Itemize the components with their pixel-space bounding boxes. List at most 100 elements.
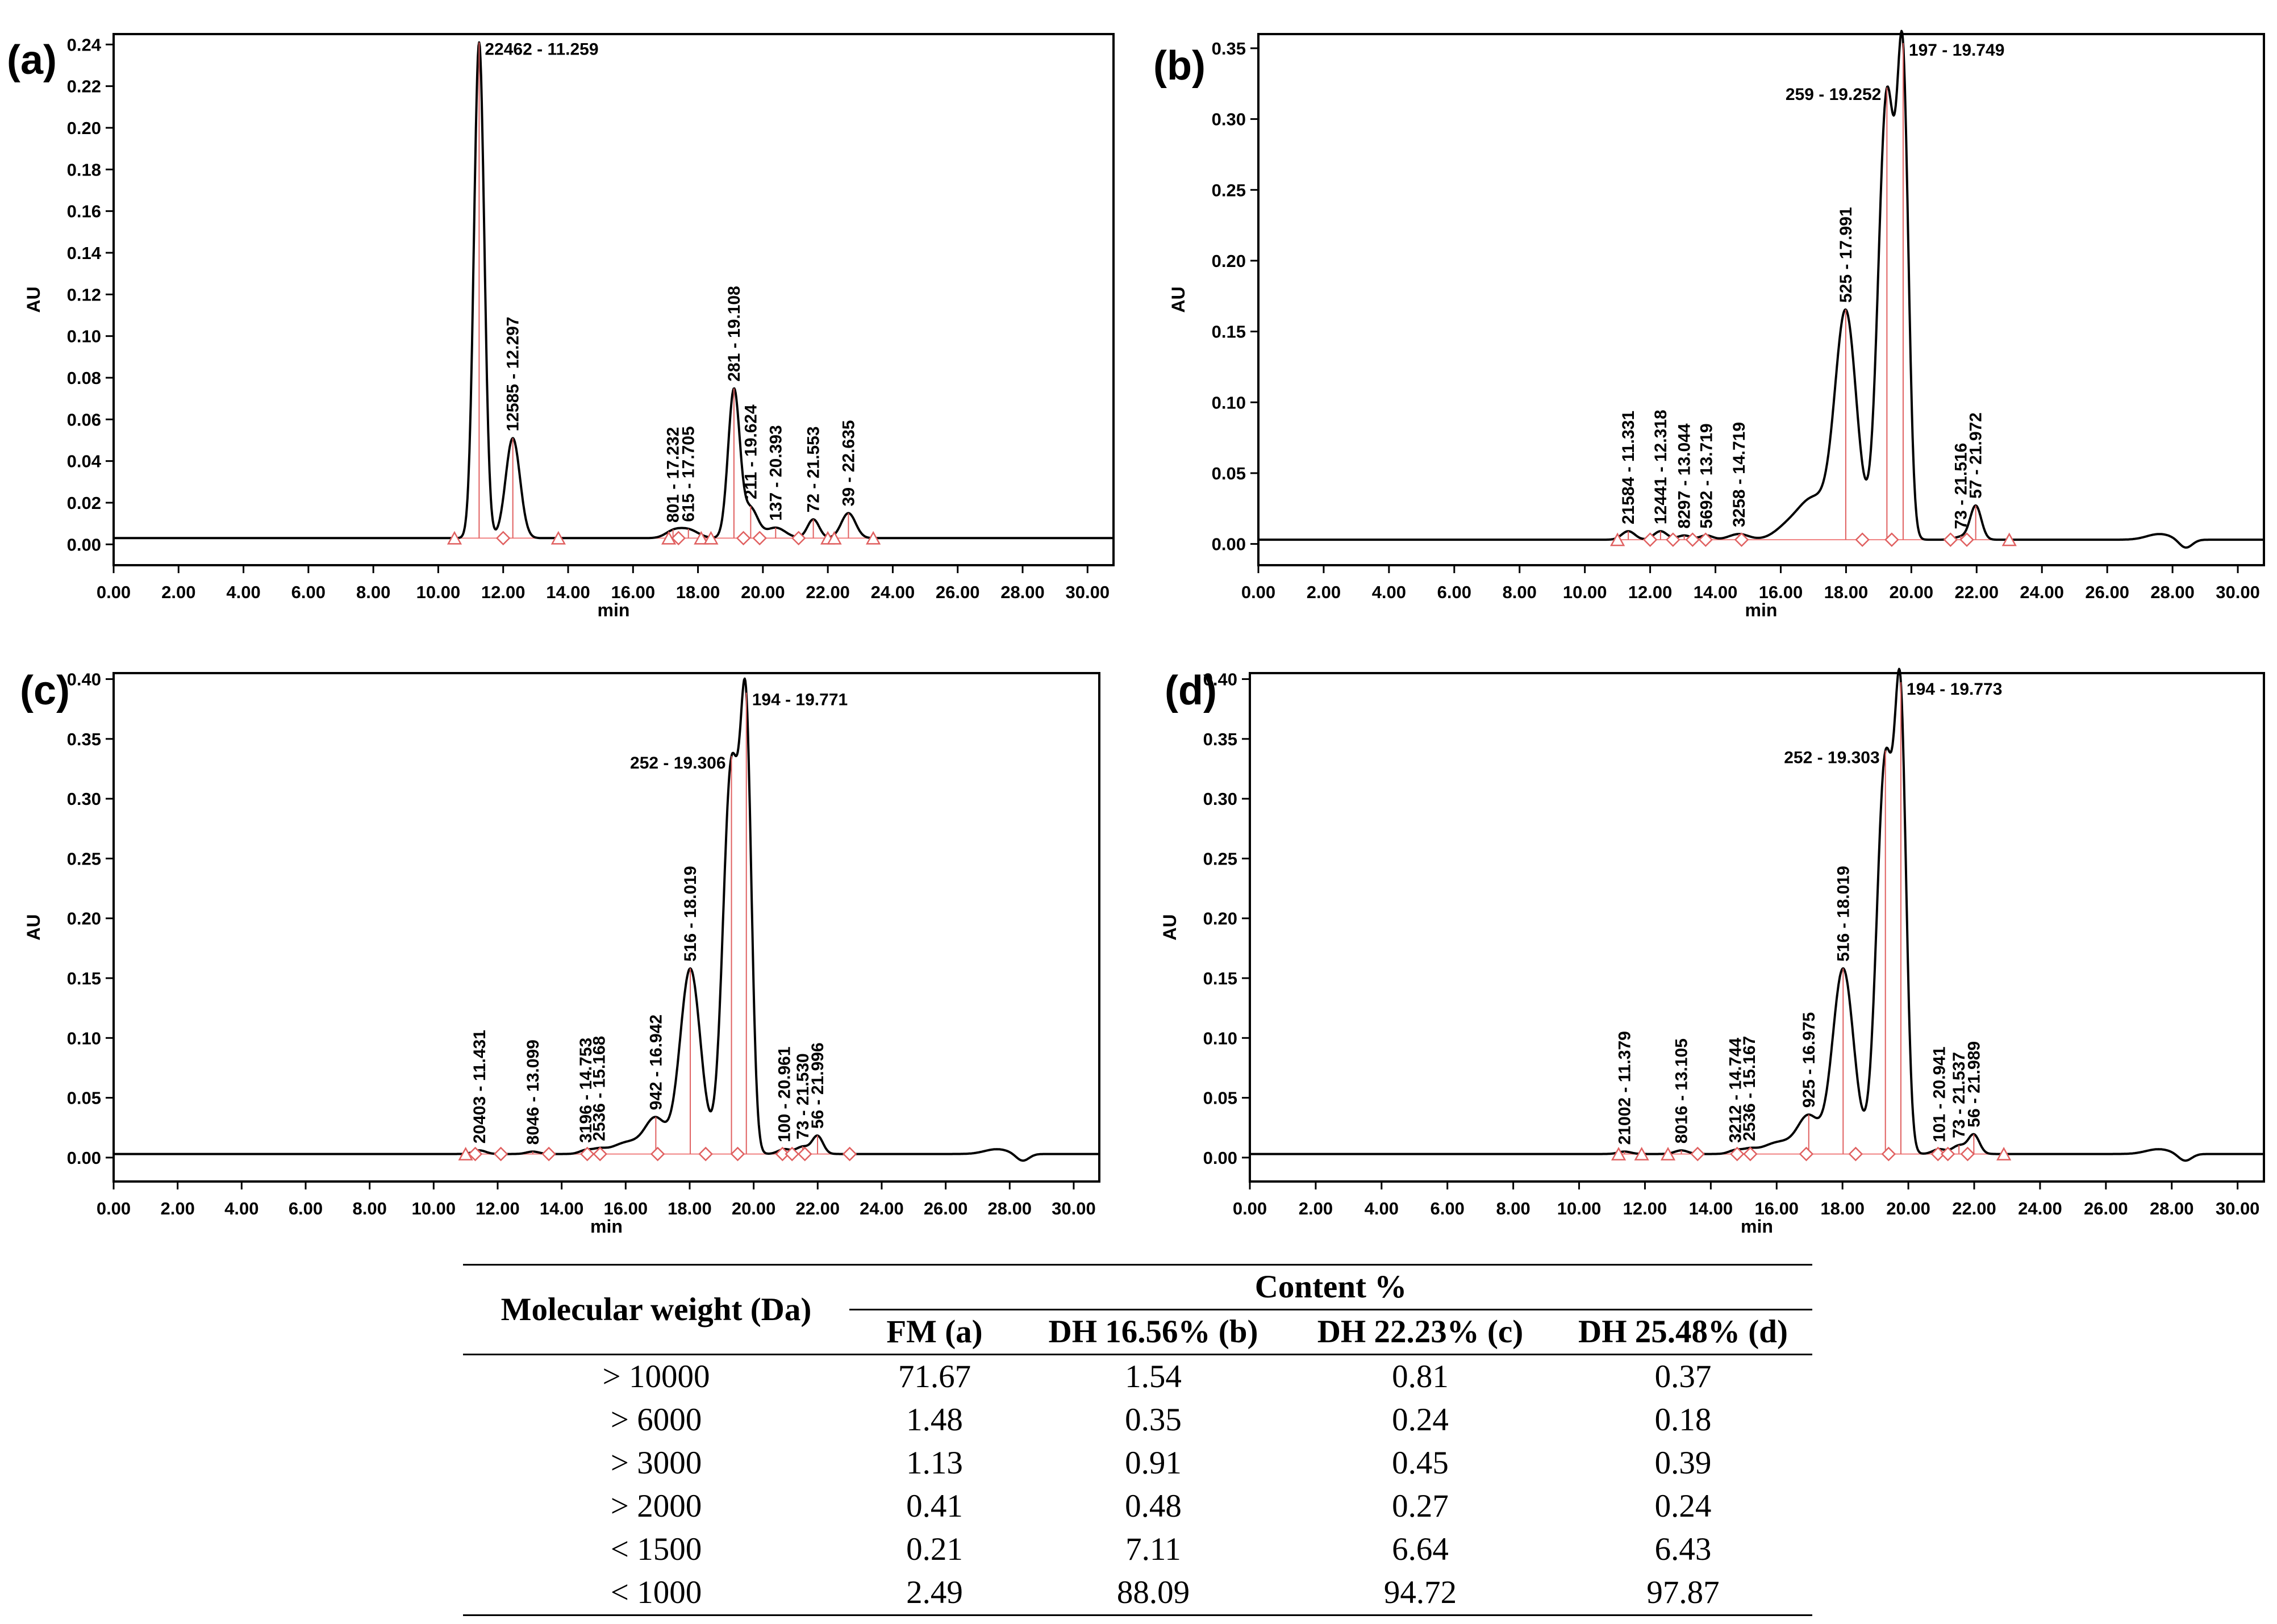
y-axis-label: AU [1168,286,1188,312]
x-tick-label: 22.00 [806,582,850,602]
x-tick-label: 0.00 [97,582,131,602]
valley-marker [1855,532,1870,547]
x-axis-label: min [1741,1216,1773,1237]
table-cell: 0.21 [906,1531,963,1567]
y-tick-label: 0.04 [67,452,102,471]
valley-marker [1943,532,1958,547]
table-cell: 0.39 [1654,1445,1712,1481]
x-tick-label: 20.00 [1890,582,1934,602]
peak-label: 22462 - 11.259 [485,40,598,59]
baseline-start-marker [827,531,842,545]
peak-label: 194 - 19.773 [1907,680,2002,699]
valley-marker [650,1146,665,1162]
table-cell: 0.24 [1654,1488,1712,1524]
y-tick-label: 0.15 [1212,322,1246,342]
plot-frame [1257,33,2265,566]
y-tick-label: 0.30 [1203,789,1237,809]
x-tick-label: 14.00 [1694,582,1738,602]
x-tick-label: 18.00 [676,582,720,602]
x-tick-label: 30.00 [2216,1199,2260,1218]
valley-marker [698,1146,713,1162]
x-tick-label: 10.00 [416,582,461,602]
table-row: > 6000 1.48 0.35 0.24 0.18 [463,1398,1812,1442]
peak-label: 73 - 21.537 [1950,1052,1969,1138]
x-tick-label: 14.00 [546,582,590,602]
x-tick-label: 12.00 [481,582,526,602]
y-tick-label: 0.20 [1212,251,1246,271]
table-cell: 1.13 [906,1445,963,1481]
column-header: DH 25.48% (d) [1578,1314,1788,1350]
peak-label: 252 - 19.306 [630,754,725,773]
y-tick-label: 0.10 [1203,1028,1237,1048]
x-tick-label: 26.00 [2084,1199,2128,1218]
x-tick-label: 16.00 [1759,582,1803,602]
y-tick-label: 0.30 [1212,110,1246,130]
chromatogram-panel: 0.00 2.00 4.00 6.00 8.00 10.00 12.00 14.00 16.00… [7,33,1115,620]
x-tick-label: 16.00 [1754,1199,1799,1218]
valley-marker [495,531,511,546]
table-cell: 0.48 [1125,1488,1182,1524]
x-tick-label: 16.00 [611,582,655,602]
baseline-start-marker [866,531,881,545]
peak-label: 12441 - 12.318 [1652,410,1670,524]
peak-label: 525 - 17.991 [1837,207,1855,303]
chromatogram-trace [1258,30,2265,549]
y-tick-label: 0.16 [67,202,101,222]
x-tick-label: 20.00 [732,1199,776,1218]
column-header: DH 16.56% (b) [1048,1314,1258,1350]
valley-marker [1960,1146,1975,1162]
x-tick-label: 28.00 [2150,582,2195,602]
peak-label: 3212 - 14.744 [1726,1038,1745,1143]
y-tick-label: 0.20 [67,909,101,929]
valley-marker [1884,532,1899,547]
y-tick-label: 0.14 [67,243,102,263]
y-tick-label: 0.25 [1203,849,1237,869]
molecular-weight-table: Molecular weight (Da) Content % FM (a) D… [463,1264,1812,1616]
peak-label: 137 - 20.393 [766,425,785,520]
y-tick-label: 0.10 [67,327,101,346]
x-tick-label: 26.00 [936,582,980,602]
row-label: < 1000 [610,1575,702,1610]
table-cell: 0.41 [906,1488,963,1524]
y-tick-label: 0.35 [1212,39,1246,59]
valley-marker [493,1146,508,1162]
x-tick-label: 2.00 [1307,582,1341,602]
x-axis-label: min [1745,600,1778,620]
peak-label: 211 - 19.624 [741,404,760,499]
table-cell: 71.67 [898,1359,971,1395]
table-cell: 0.35 [1125,1402,1182,1438]
table-cell: 1.54 [1125,1359,1182,1395]
x-tick-label: 26.00 [2085,582,2129,602]
x-tick-label: 12.00 [1628,582,1673,602]
valley-marker [1690,1146,1705,1162]
peak-label: 72 - 21.553 [804,427,823,513]
peak-label: 942 - 16.942 [647,1015,665,1110]
x-tick-label: 28.00 [1000,582,1045,602]
valley-marker [1734,532,1749,547]
table-cell: 1.48 [906,1402,963,1438]
peak-label: 73 - 21.530 [794,1053,812,1139]
peak-label: 516 - 18.019 [1834,866,1853,961]
valley-marker [797,1146,812,1162]
x-tick-label: 22.00 [1952,1199,1996,1218]
valley-marker [468,1146,483,1162]
peak-label: 3258 - 14.719 [1730,422,1749,527]
peak-label: 516 - 18.019 [681,866,700,961]
y-tick-label: 0.40 [1203,670,1237,690]
peak-label: 57 - 21.972 [1967,412,1986,499]
x-tick-label: 16.00 [604,1199,648,1218]
peak-label: 5692 - 13.719 [1697,423,1716,528]
plot-frame [112,33,1115,566]
baseline-start-marker [694,531,709,545]
column-header: DH 22.23% (c) [1317,1314,1524,1350]
y-axis-label: AU [23,286,44,312]
chromatogram-figure: 0.00 2.00 4.00 6.00 8.00 10.00 12.00 14.00 16.00… [7,30,2265,1237]
x-tick-label: 4.00 [226,582,260,602]
x-tick-label: 20.00 [741,582,785,602]
valley-marker [671,531,686,546]
x-tick-label: 8.00 [356,582,390,602]
table-cell: 2.49 [906,1575,963,1610]
x-tick-label: 6.00 [291,582,326,602]
x-tick-label: 22.00 [795,1199,840,1218]
valley-marker [1848,1146,1863,1162]
